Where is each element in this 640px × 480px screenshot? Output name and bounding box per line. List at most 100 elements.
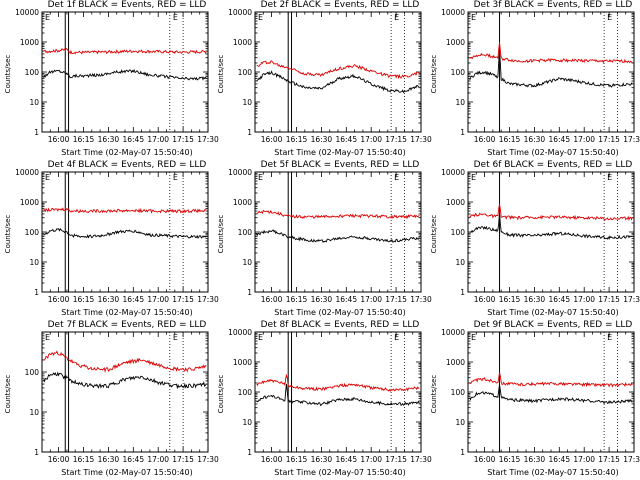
- series-line-events: [469, 384, 633, 405]
- chart-title: Det 3f BLACK = Events, RED = LLD: [473, 0, 633, 10]
- series-line-lld: [256, 60, 420, 80]
- marker-label: E: [258, 333, 263, 342]
- y-tick-label: 100: [25, 68, 40, 77]
- marker-label: E: [607, 333, 612, 342]
- y-tick-label: 10: [242, 258, 252, 267]
- x-tick-label: 17:30: [410, 455, 432, 464]
- x-tick-label: 16:30: [311, 295, 333, 304]
- series-line-lld: [43, 350, 207, 373]
- chart-title: Det 1f BLACK = Events, RED = LLD: [47, 0, 207, 10]
- chart-title: Det 5f BLACK = Events, RED = LLD: [260, 160, 420, 170]
- y-tick-label: 1: [34, 448, 39, 457]
- marker-label: E: [45, 13, 50, 22]
- chart-panel: Det 4f BLACK = Events, RED = LLD Counts/s…: [0, 160, 219, 320]
- chart-panel: Det 3f BLACK = Events, RED = LLD Counts/s…: [426, 0, 640, 160]
- y-tick-label: 10000: [441, 168, 465, 177]
- x-tick-label: 17:30: [623, 135, 640, 144]
- x-tick-label: 17:00: [360, 135, 382, 144]
- y-tick-label: 1000: [446, 358, 465, 367]
- marker-label: E: [45, 333, 50, 342]
- y-tick-label: 10000: [15, 168, 39, 177]
- y-tick-label: 10: [242, 98, 252, 107]
- x-tick-label: 17:00: [147, 455, 169, 464]
- y-tick-label: 10000: [228, 168, 252, 177]
- x-tick-label: 17:15: [385, 295, 407, 304]
- x-tick-label: 16:00: [48, 295, 70, 304]
- y-tick-label: 10000: [228, 8, 252, 17]
- x-axis-label: Start Time (02-May-07 15:50:40): [487, 148, 619, 157]
- series-line-events: [43, 68, 207, 81]
- chart-title: Det 6f BLACK = Events, RED = LLD: [473, 160, 633, 170]
- marker-label: E: [607, 173, 612, 182]
- chart-title: Det 9f BLACK = Events, RED = LLD: [473, 320, 633, 330]
- x-tick-label: 16:15: [286, 455, 308, 464]
- series-line-lld: [469, 204, 633, 222]
- x-tick-label: 16:30: [524, 295, 546, 304]
- x-tick-label: 16:45: [122, 455, 144, 464]
- y-tick-label: 1000: [233, 38, 252, 47]
- y-tick-label: 10: [242, 418, 252, 427]
- y-tick-label: 10: [29, 258, 39, 267]
- marker-label: E: [258, 13, 263, 22]
- marker-label: E: [173, 333, 178, 342]
- x-tick-label: 17:15: [172, 295, 194, 304]
- y-tick-label: 1000: [20, 38, 39, 47]
- marker-label: E: [394, 173, 399, 182]
- chart-svg: 1 10 100 1000 10000 16:00 16:15 16:30 16:45 17:00…: [228, 168, 432, 304]
- chart-panel: Det 6f BLACK = Events, RED = LLD Counts/s…: [426, 160, 640, 320]
- x-tick-label: 17:15: [385, 135, 407, 144]
- y-tick-label: 1: [460, 288, 465, 297]
- series-line-events: [43, 227, 207, 239]
- x-tick-label: 17:15: [172, 455, 194, 464]
- y-tick-label: 1000: [233, 358, 252, 367]
- y-tick-label: 100: [238, 228, 253, 237]
- chart-svg: 1 10 100 1000 10000 16:00 16:15 16:30 16:45 17:00…: [441, 328, 640, 464]
- marker-label: E: [394, 13, 399, 22]
- x-tick-label: 16:00: [261, 295, 283, 304]
- x-tick-label: 16:45: [335, 135, 357, 144]
- x-tick-label: 16:00: [48, 135, 70, 144]
- chart-svg: 1 10 100 1000 10000 16:00 16:15 16:30 16:45 17:00…: [15, 168, 219, 304]
- x-axis-label: Start Time (02-May-07 15:50:40): [487, 468, 619, 477]
- chart-panel: Det 9f BLACK = Events, RED = LLD Counts/s…: [426, 320, 640, 480]
- x-tick-label: 17:15: [598, 135, 620, 144]
- y-tick-label: 1: [460, 448, 465, 457]
- series-line-events: [256, 70, 420, 94]
- chart-svg: 1 10 100 1000 10000 16:00 16:15 16:30 16:45 17:00…: [15, 8, 219, 144]
- x-tick-label: 17:15: [598, 295, 620, 304]
- y-tick-label: 10000: [441, 8, 465, 17]
- x-tick-label: 16:30: [524, 455, 546, 464]
- plot-frame: [254, 171, 422, 293]
- x-tick-label: 16:15: [499, 135, 521, 144]
- chart-title: Det 4f BLACK = Events, RED = LLD: [47, 160, 207, 170]
- series-line-events: [256, 383, 420, 407]
- marker-label: E: [394, 333, 399, 342]
- plot-frame: [467, 171, 635, 293]
- x-tick-label: 16:30: [311, 135, 333, 144]
- x-tick-label: 17:15: [172, 135, 194, 144]
- x-tick-label: 16:00: [261, 455, 283, 464]
- x-tick-label: 17:30: [623, 295, 640, 304]
- series-line-lld: [469, 372, 633, 388]
- y-tick-label: 10: [455, 98, 465, 107]
- y-tick-label: 1: [247, 288, 252, 297]
- y-tick-label: 10: [29, 98, 39, 107]
- marker-label: E: [471, 13, 476, 22]
- x-tick-label: 16:15: [499, 295, 521, 304]
- y-tick-label: 1000: [20, 198, 39, 207]
- x-tick-label: 16:00: [48, 455, 70, 464]
- x-axis-label: Start Time (02-May-07 15:50:40): [61, 468, 193, 477]
- x-tick-label: 17:15: [598, 455, 620, 464]
- chart-title: Det 8f BLACK = Events, RED = LLD: [260, 320, 420, 330]
- y-tick-label: 1: [460, 128, 465, 137]
- y-tick-label: 10: [455, 258, 465, 267]
- x-axis-label: Start Time (02-May-07 15:50:40): [487, 308, 619, 317]
- y-tick-label: 1000: [446, 38, 465, 47]
- plot-frame: [254, 11, 422, 133]
- x-tick-label: 16:15: [286, 295, 308, 304]
- x-tick-label: 16:00: [474, 135, 496, 144]
- y-tick-label: 1000: [233, 198, 252, 207]
- x-tick-label: 16:15: [73, 295, 95, 304]
- x-tick-label: 17:00: [573, 135, 595, 144]
